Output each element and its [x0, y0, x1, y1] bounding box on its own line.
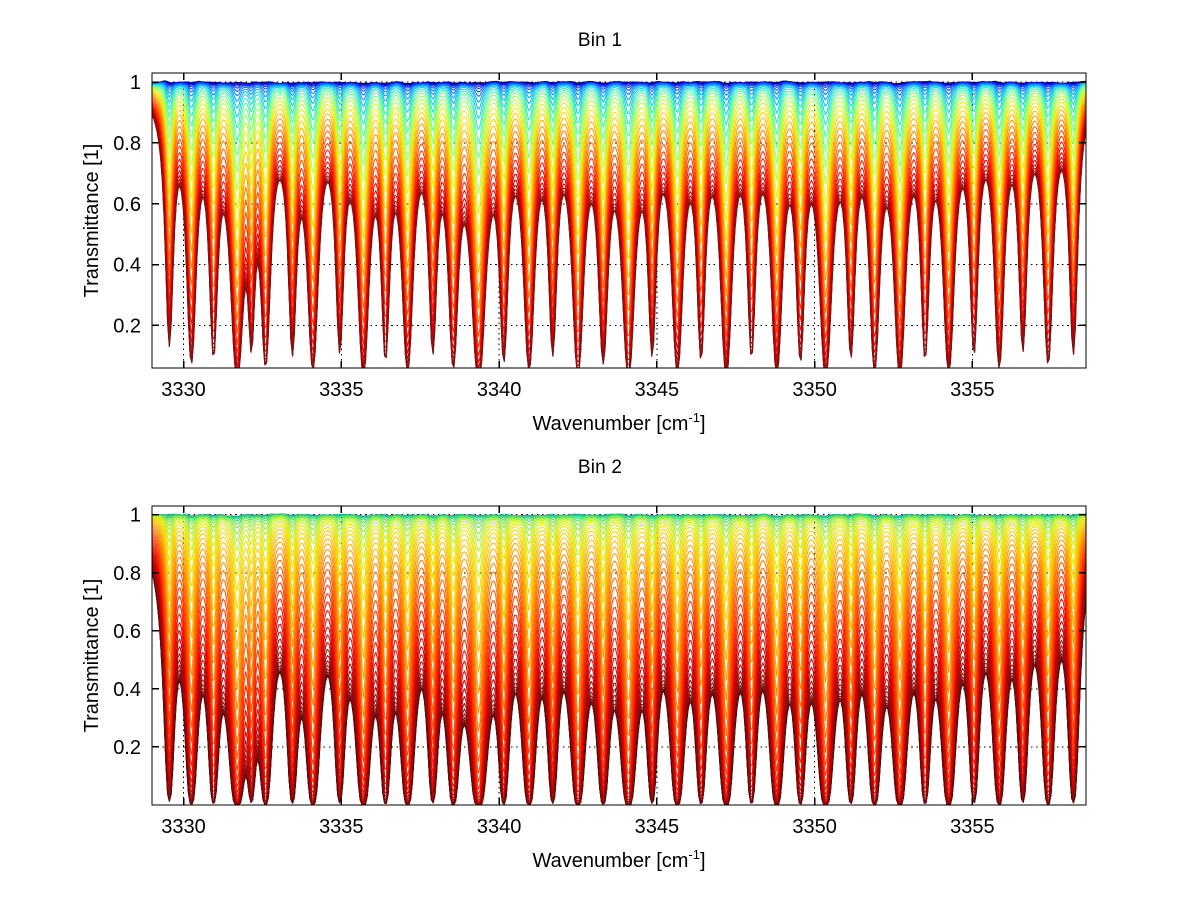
x-tick-label: 3350: [792, 379, 837, 401]
spectrum-curve: [152, 89, 1086, 235]
spectrum-curve: [152, 86, 1086, 176]
spectrum-curve: [152, 519, 1086, 653]
spectrum-curve: [152, 517, 1086, 612]
x-tick-label: 3345: [635, 816, 680, 838]
y-tick-label: 0.2: [113, 737, 141, 759]
spectrum-curve: [152, 96, 1086, 325]
axis-box: [151, 72, 1087, 369]
spectrum-curve: [152, 82, 1086, 110]
spectrum-curve: [152, 514, 1086, 535]
axis-frame: [151, 72, 1087, 369]
x-tick-label: 3335: [319, 816, 364, 838]
plot-panel-bin1: Bin 1 3330 3335 3340 3345 3350 3355 0.2 0.4 0.6 0…: [0, 0, 1200, 450]
spectrum-curve: [152, 514, 1086, 525]
plot-canvas-bin1: 3330 3335 3340 3345 3350 3355 0.2 0.4 0.6 0.8 1 Wav…: [81, 72, 1087, 435]
x-tick-label: 3340: [477, 816, 522, 838]
x-tick-label: 3335: [319, 379, 364, 401]
y-tick-label: 1: [130, 505, 141, 527]
spectrum-curve: [152, 516, 1086, 578]
x-axis-label: Wavenumber [cm-1]: [532, 847, 705, 872]
x-tick-label: 3345: [635, 379, 680, 401]
spectrum-curve: [152, 81, 1086, 90]
plot-canvas-bin2: 3330 3335 3340 3345 3350 3355 0.2 0.4 0.6 0.8 1 Wav…: [81, 505, 1087, 872]
spectrum-curve: [152, 524, 1086, 714]
spectrum-curve: [152, 541, 1086, 795]
axis-labels: Wavenumber [cm-1] Transmittance [1]: [81, 579, 706, 872]
spectrum-curve: [152, 81, 1086, 93]
spectrum-curve: [152, 522, 1086, 694]
spectrum-curve: [152, 521, 1086, 674]
spectrum-curve: [152, 530, 1086, 763]
x-tick-label: 3350: [792, 816, 837, 838]
y-tick-label: 0.8: [113, 563, 141, 585]
x-tick-label: 3355: [950, 816, 995, 838]
spectrum-curve: [152, 81, 1086, 97]
y-tick-label: 0.6: [113, 621, 141, 643]
axis-box: [151, 505, 1087, 806]
y-axis-label: Transmittance [1]: [81, 144, 103, 298]
spectrum-curve: [152, 82, 1086, 120]
spectrum-curve: [152, 538, 1086, 790]
spectrum-curve: [152, 87, 1086, 195]
y-tick-label: 0.4: [113, 255, 141, 277]
x-tick-label: 3330: [161, 816, 206, 838]
spectrum-curve: [152, 525, 1086, 733]
spectrum-curve: [152, 98, 1086, 338]
y-tick-label: 0.8: [113, 133, 141, 155]
x-tick-label: 3355: [950, 379, 995, 401]
spectrum-curve: [152, 518, 1086, 632]
spectrum-curve: [152, 91, 1086, 275]
y-tick-label: 0.6: [113, 194, 141, 216]
spectrum-curve: [152, 515, 1086, 543]
spectrum-curve: [152, 535, 1086, 783]
axis-frame: [151, 505, 1087, 806]
spectrum-curve: [152, 515, 1086, 552]
x-tick-label: 3330: [161, 379, 206, 401]
spectrum-curve: [152, 571, 1086, 805]
axis-ticks: 3330 3335 3340 3345 3350 3355 0.2 0.4 0.6 0.8 1: [113, 72, 1086, 401]
spectrum-curve: [152, 84, 1086, 144]
plot-panel-bin2: Bin 2 3330 3335 3340 3345 3350 3355 0.2 0.4 0.6 0…: [0, 450, 1200, 901]
spectrum-curve: [152, 93, 1086, 293]
spectrum-curve: [152, 513, 1086, 522]
y-tick-label: 1: [130, 72, 141, 94]
axis-ticks: 3330 3335 3340 3345 3350 3355 0.2 0.4 0.6 0.8 1: [113, 505, 1086, 838]
spectra-group: [152, 513, 1086, 805]
spectrum-curve: [152, 95, 1086, 310]
panel-title-bin2: Bin 2: [577, 457, 623, 478]
spectrum-curve: [152, 528, 1086, 749]
spectrum-curve: [152, 517, 1086, 594]
spectrum-curve: [152, 83, 1086, 131]
spectrum-curve: [152, 90, 1086, 255]
panel-title-bin1: Bin 1: [577, 30, 623, 51]
x-tick-label: 3340: [477, 379, 522, 401]
spectrum-curve: [152, 544, 1086, 799]
spectrum-curve: [152, 85, 1086, 159]
spectrum-curve: [152, 515, 1086, 564]
spectrum-curve: [152, 81, 1086, 103]
spectrum-curve: [152, 514, 1086, 529]
spectrum-curve: [152, 102, 1086, 357]
axis-labels: Wavenumber [cm-1] Transmittance [1]: [81, 144, 706, 435]
spectrum-curve: [152, 532, 1086, 774]
y-tick-label: 0.4: [113, 679, 141, 701]
spectrum-curve: [152, 88, 1086, 214]
y-axis-label: Transmittance [1]: [81, 579, 103, 733]
x-axis-label: Wavenumber [cm-1]: [532, 410, 705, 435]
y-tick-label: 0.2: [113, 315, 141, 337]
spectrum-curve: [152, 114, 1086, 368]
spectra-group: [152, 80, 1086, 368]
spectrum-curve: [152, 100, 1086, 348]
